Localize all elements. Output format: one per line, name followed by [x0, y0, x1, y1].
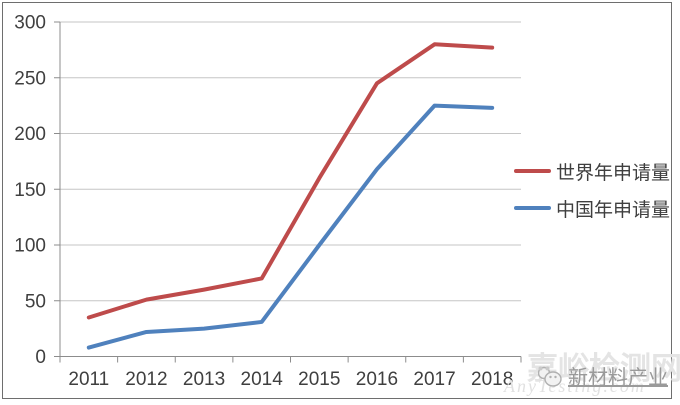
brand-watermark-row: 新材料产业: [536, 361, 668, 390]
legend-swatch-china-line: [514, 206, 551, 210]
brand-label: 新材料产业: [568, 367, 668, 389]
legend-item-world: 世界年申请量: [514, 159, 671, 184]
x-tick-label-2017: 2017: [413, 369, 455, 390]
x-tick-label-2016: 2016: [356, 369, 398, 390]
y-tick-label-50: 50: [25, 291, 46, 312]
y-tick-label-0: 0: [35, 347, 46, 368]
x-tick-label-2015: 2015: [298, 369, 340, 390]
legend-item-china: 中国年申请量: [514, 196, 671, 221]
series-line-0: [86, 42, 495, 320]
legend-swatch-world-line: [514, 169, 551, 173]
legend-label-china: 中国年申请量: [556, 199, 671, 221]
y-tick-label-300: 300: [14, 13, 46, 34]
series-line-1: [86, 103, 495, 350]
watermark-site-url: AnyTesting.com: [504, 376, 646, 396]
x-tick-label-2011: 2011: [68, 369, 109, 390]
x-tick-label-2018: 2018: [471, 369, 513, 390]
x-tick-label-2013: 2013: [183, 369, 225, 390]
chart-frame: 0 50 100 150 200 250 300 2011 2012 2013 2014 2015 20…: [2, 2, 680, 399]
y-tick-label-100: 100: [14, 236, 46, 257]
y-tick-label-150: 150: [14, 180, 46, 201]
x-tick-label-2012: 2012: [125, 369, 167, 390]
y-tick-label-200: 200: [14, 124, 46, 145]
legend-label-world: 世界年申请量: [556, 162, 671, 184]
chart-legend: 世界年申请量 中国年申请量: [514, 159, 671, 221]
panda-logo-icon: [537, 366, 562, 387]
x-tick-label-2014: 2014: [241, 369, 284, 390]
y-tick-label-250: 250: [14, 68, 46, 89]
